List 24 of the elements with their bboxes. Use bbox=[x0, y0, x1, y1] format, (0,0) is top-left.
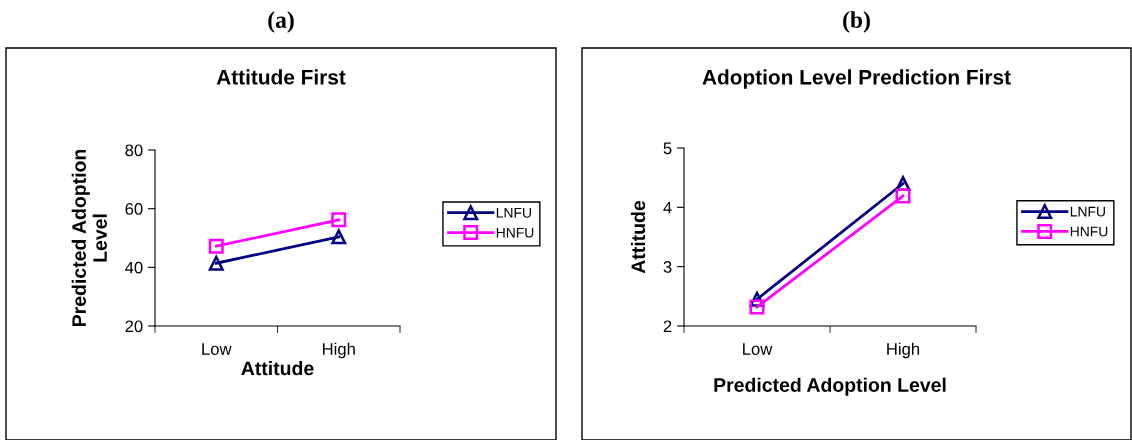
y-tick-label: 2 bbox=[663, 320, 672, 333]
x-tick-label: High bbox=[887, 342, 920, 359]
x-tick-label: Low bbox=[202, 343, 232, 355]
legend-label: LNFU bbox=[496, 208, 531, 218]
y-tick-label: 60 bbox=[125, 203, 143, 215]
y-tick-label: 40 bbox=[125, 261, 143, 274]
y-axis-title: Predicted Adoption Level bbox=[71, 149, 107, 326]
y-tick-label: 5 bbox=[663, 142, 672, 155]
y-tick-label: 3 bbox=[663, 261, 672, 273]
x-axis-title: Attitude bbox=[241, 360, 314, 376]
y-axis-title: Attitude bbox=[630, 200, 646, 274]
legend-label: HNFU bbox=[1070, 226, 1108, 237]
chart-subtitle: (b) bbox=[843, 11, 870, 33]
x-tick-label: Low bbox=[743, 343, 773, 355]
y-tick-label: 20 bbox=[125, 320, 143, 333]
y-tick-label: 80 bbox=[125, 144, 143, 157]
y-tick-label: 4 bbox=[663, 201, 672, 214]
chart-title: Adoption Level Prediction First bbox=[702, 69, 1011, 89]
chart-title: Attitude First bbox=[216, 69, 346, 85]
chart-subtitle: (a) bbox=[268, 11, 294, 33]
x-tick-label: High bbox=[322, 342, 355, 359]
legend-label: LNFU bbox=[1070, 206, 1105, 217]
x-axis-title: Predicted Adoption Level bbox=[714, 377, 946, 396]
legend-label: HNFU bbox=[496, 227, 534, 238]
